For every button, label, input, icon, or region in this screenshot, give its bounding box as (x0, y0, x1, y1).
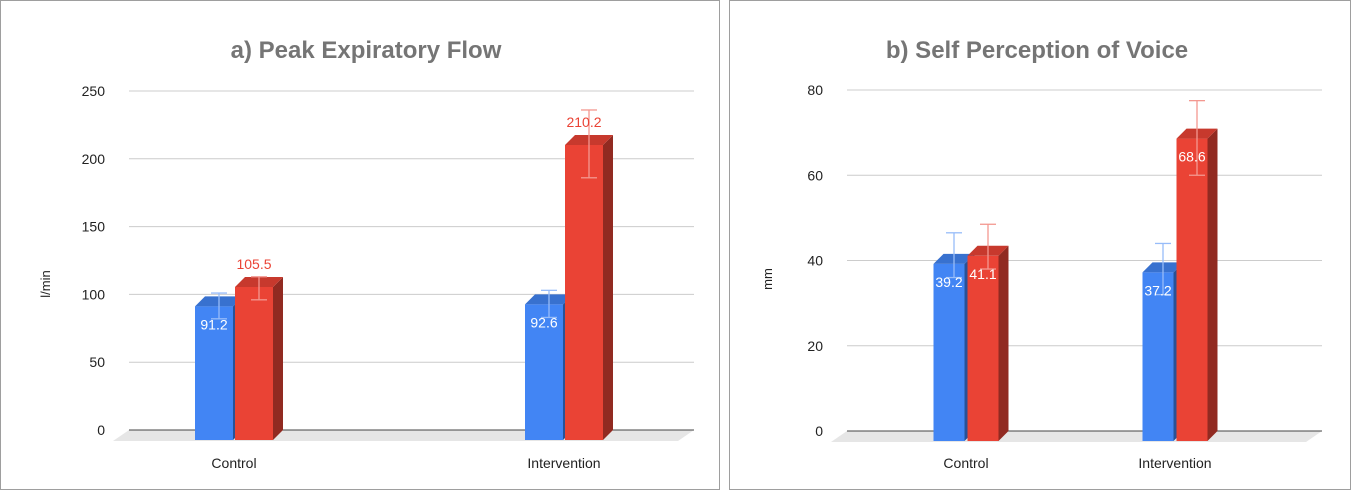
y-tick-label: 40 (807, 253, 823, 269)
bar-side (273, 276, 283, 440)
bar (1176, 138, 1208, 441)
y-tick-label: 60 (807, 167, 823, 183)
chart-title: a) Peak Expiratory Flow (231, 37, 502, 64)
data-label: 41.1 (969, 266, 996, 282)
bar-side (998, 245, 1009, 441)
chart-floor (831, 431, 1322, 442)
data-label: 105.5 (236, 256, 271, 272)
bar-side (1207, 128, 1218, 441)
data-label: 37.2 (1144, 282, 1171, 298)
y-axis-label: l/min (38, 270, 53, 297)
y-tick-label: 50 (89, 354, 105, 370)
y-tick-label: 80 (807, 82, 823, 98)
data-label: 68.6 (1178, 149, 1205, 165)
chart-panel-self-perception-of-voice: b) Self Perception of Voice mm 0 20 40 60 80… (729, 0, 1351, 490)
chart-title: b) Self Perception of Voice (886, 37, 1188, 64)
x-category-label: Intervention (1138, 455, 1211, 471)
data-label: 210.2 (566, 114, 601, 130)
bar (1142, 272, 1174, 441)
data-label: 91.2 (200, 316, 227, 332)
y-tick-label: 20 (807, 338, 823, 354)
x-category-label: Control (211, 455, 256, 471)
bar (525, 304, 563, 440)
y-tick-label: 250 (82, 83, 106, 99)
bar (967, 255, 999, 441)
y-tick-label: 200 (82, 151, 106, 167)
chart-panel-peak-expiratory-flow: a) Peak Expiratory Flow l/min 0 50 100 150 2… (0, 0, 720, 490)
y-tick-label: 100 (82, 286, 106, 302)
chart-self-perception-of-voice: b) Self Perception of Voice mm 0 20 40 60 80… (760, 37, 1322, 471)
data-label: 39.2 (935, 274, 962, 290)
bar (933, 263, 965, 441)
x-category-label: Control (943, 455, 988, 471)
data-label: 92.6 (530, 314, 557, 330)
panel-gap (720, 0, 729, 490)
chart-peak-expiratory-flow: a) Peak Expiratory Flow l/min 0 50 100 150 2… (38, 37, 694, 471)
y-tick-label: 0 (97, 422, 105, 438)
bar (235, 286, 273, 440)
x-category-label: Intervention (527, 455, 600, 471)
y-tick-label: 150 (82, 219, 106, 235)
y-axis-label: mm (760, 268, 775, 290)
bar (195, 306, 233, 440)
y-tick-label: 0 (815, 423, 823, 439)
bar (565, 144, 603, 440)
bar-side (603, 134, 613, 440)
